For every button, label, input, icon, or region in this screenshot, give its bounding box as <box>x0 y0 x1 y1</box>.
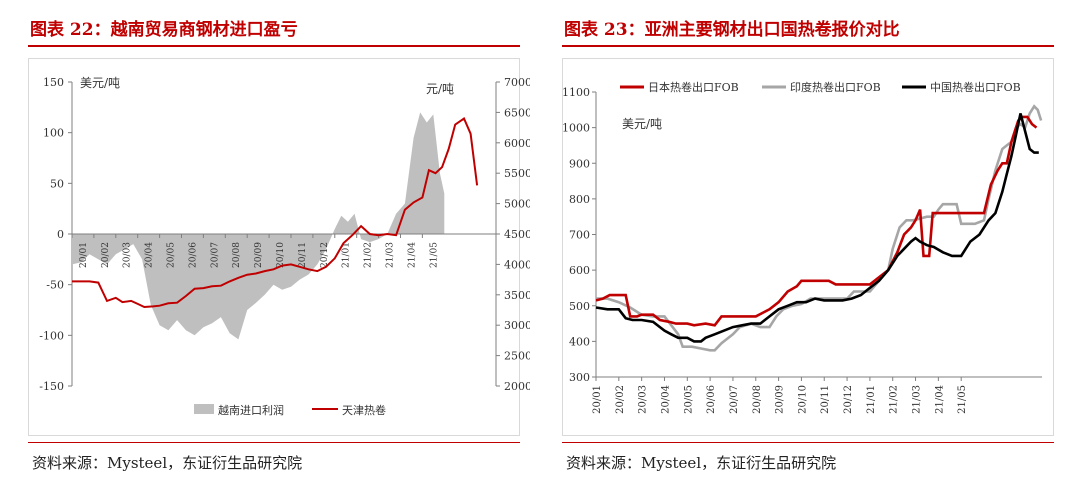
x-tick-label: 20/05 <box>683 385 694 414</box>
title-rule <box>562 45 1054 47</box>
y-tick-label: 500 <box>569 300 590 313</box>
x-tick-label: 20/07 <box>210 242 220 268</box>
y-tick-label-left: 150 <box>43 76 64 89</box>
y-tick-label: 600 <box>569 264 590 277</box>
y-tick-label-right: 6000 <box>504 137 530 150</box>
x-tick-label: 21/01 <box>866 385 877 414</box>
y-tick-label-right: 2500 <box>504 350 530 363</box>
y-tick-label-right: 4500 <box>504 228 530 241</box>
y-tick-label: 700 <box>569 229 590 242</box>
x-tick-label: 21/02 <box>889 385 900 414</box>
y-tick-label-left: -150 <box>39 380 64 393</box>
legend-swatch-area <box>194 404 214 414</box>
legend-label-line: 天津热卷 <box>342 403 386 417</box>
x-tick-label: 20/01 <box>592 385 603 414</box>
x-tick-label: 20/06 <box>188 242 198 268</box>
x-tick-label: 20/08 <box>232 242 242 268</box>
legend-label-1: 印度热卷出口FOB <box>790 80 881 94</box>
x-tick-label: 20/05 <box>167 242 177 268</box>
panel-vietnam-import-profit: 图表 22：越南贸易商钢材进口盈亏 20/01 20/02 20/03 20/04 20… <box>22 0 530 488</box>
chart-frame <box>28 58 520 436</box>
y-tick-label-right: 3000 <box>504 319 530 332</box>
source-note: 资料来源：Mysteel，东证衍生品研究院 <box>32 454 303 472</box>
x-tick-label: 20/07 <box>729 385 740 414</box>
y-tick-label-right: 3500 <box>504 289 530 302</box>
legend-label-0: 日本热卷出口FOB <box>648 80 739 94</box>
y-tick-label: 400 <box>569 335 590 348</box>
x-tick-label: 20/01 <box>79 242 89 268</box>
x-tick-label: 21/05 <box>957 385 968 414</box>
x-tick-label: 21/03 <box>386 242 396 268</box>
y-tick-label-left: 0 <box>57 228 64 241</box>
x-tick-label: 20/09 <box>775 385 786 414</box>
y-tick-label-right: 7000 <box>504 76 530 89</box>
x-tick-label: 20/06 <box>706 385 717 414</box>
series-area-vietnam-import-profit <box>72 112 445 340</box>
x-tick-label: 20/03 <box>638 385 649 414</box>
series-line-china-hrc-fob <box>595 113 1039 343</box>
x-tick-label: 20/09 <box>254 242 264 268</box>
y-tick-label: 800 <box>569 193 590 206</box>
x-tick-label: 21/04 <box>407 242 417 268</box>
series-line-japan-hrc-fob <box>595 115 1038 327</box>
y-tick-label-left: 50 <box>50 177 64 190</box>
y-tick-label-left: -100 <box>39 329 64 342</box>
panel-asia-hrc-export-price: 图表 23：亚洲主要钢材出口国热卷报价对比 1100 1000 900 800 700 6… <box>556 0 1064 488</box>
series-line-india-hrc-fob <box>596 104 1043 352</box>
y-unit-left: 美元/吨 <box>80 76 120 90</box>
x-tick-label: 20/10 <box>276 242 286 268</box>
x-tick-label: 20/03 <box>123 242 133 268</box>
chart-vietnam-import-profit: 20/01 20/02 20/03 20/04 20/05 20/06 20/07 20/08… <box>39 76 530 417</box>
y-tick-label-right: 4000 <box>504 258 530 271</box>
x-tick-label: 21/05 <box>429 242 439 268</box>
series-line-tianjin-hrc <box>72 116 479 309</box>
y-unit-right: 元/吨 <box>426 82 454 96</box>
x-tick-label: 20/11 <box>820 385 831 414</box>
y-tick-label-left: -50 <box>46 279 64 292</box>
y-tick-label-right: 6500 <box>504 106 530 119</box>
y-unit-label: 美元/吨 <box>622 117 662 131</box>
x-tick-label: 20/04 <box>660 385 671 414</box>
chart-frame <box>562 58 1054 436</box>
x-tick-label: 20/10 <box>797 385 808 414</box>
title-rule <box>28 45 520 47</box>
figure-title: 图表 23：亚洲主要钢材出口国热卷报价对比 <box>564 20 900 40</box>
x-tick-label: 21/03 <box>912 385 923 414</box>
x-tick-label: 20/11 <box>298 242 308 268</box>
x-tick-label: 20/02 <box>101 242 111 268</box>
x-tick-label: 20/04 <box>145 242 155 268</box>
y-tick-label: 900 <box>569 157 590 170</box>
x-tick-label: 20/12 <box>843 385 854 414</box>
y-tick-label: 1000 <box>562 122 590 135</box>
x-tick-label: 21/01 <box>342 242 352 268</box>
x-tick-label: 20/12 <box>320 242 330 268</box>
figure-title: 图表 22：越南贸易商钢材进口盈亏 <box>30 20 298 40</box>
y-tick-label: 300 <box>569 371 590 384</box>
x-tick-label: 21/02 <box>364 242 374 268</box>
source-note: 资料来源：Mysteel，东证衍生品研究院 <box>566 454 837 472</box>
x-tick-label: 21/04 <box>934 385 945 414</box>
legend-label-area: 越南进口利润 <box>218 403 284 417</box>
legend-label-2: 中国热卷出口FOB <box>930 80 1021 94</box>
y-tick-label: 1100 <box>562 86 590 99</box>
x-tick-label: 20/08 <box>752 385 763 414</box>
y-tick-label-left: 100 <box>43 127 64 140</box>
source-rule <box>562 442 1054 443</box>
y-tick-label-right: 5500 <box>504 167 530 180</box>
x-tick-label: 20/02 <box>615 385 626 414</box>
source-rule <box>28 442 520 443</box>
y-tick-label-right: 2000 <box>504 380 530 393</box>
y-tick-label-right: 5000 <box>504 198 530 211</box>
